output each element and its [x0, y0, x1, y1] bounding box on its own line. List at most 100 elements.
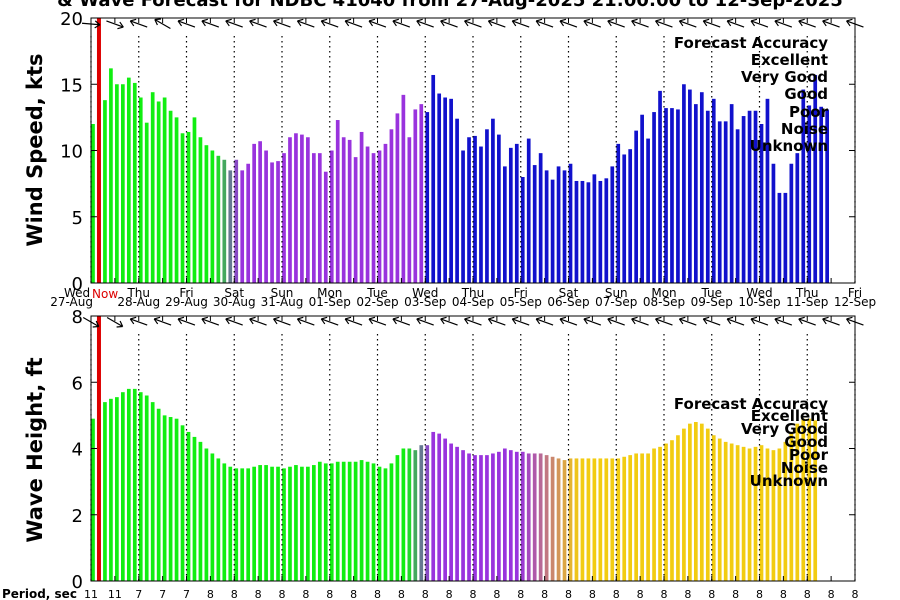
bar	[264, 150, 268, 283]
arrow-shaft	[679, 318, 697, 326]
bar	[270, 466, 274, 581]
y-tick-label: 4	[72, 440, 83, 461]
period-value: 8	[541, 588, 548, 600]
arrow-shaft	[130, 20, 148, 28]
arrow-head	[846, 316, 853, 325]
arrow-head	[368, 316, 376, 325]
arrow-head	[846, 18, 853, 27]
direction-arrow	[702, 18, 721, 28]
bar	[353, 461, 358, 581]
arrow-head	[273, 316, 280, 325]
bar	[771, 450, 776, 581]
period-label: Period, sec	[2, 587, 77, 600]
wind-speed-y-label: Wind Speed, kts	[23, 53, 47, 246]
direction-arrow	[273, 18, 291, 28]
bar	[300, 466, 304, 581]
bar	[502, 166, 507, 283]
bar	[198, 137, 203, 283]
bar	[777, 192, 782, 283]
arrow-shaft	[774, 318, 793, 326]
period-value: 8	[684, 588, 691, 600]
arrow-shaft	[679, 20, 697, 28]
bar	[783, 192, 788, 283]
bar	[807, 105, 812, 283]
date-label: 03-Sep	[404, 295, 446, 309]
arrow-shaft	[130, 318, 148, 326]
bar	[813, 420, 818, 581]
arrow-head	[368, 18, 376, 27]
bar	[389, 129, 394, 283]
bar	[103, 402, 107, 581]
bar	[592, 458, 597, 581]
legend-excellent: Excellent	[751, 407, 828, 425]
day-of-week-label: Sat	[224, 286, 244, 300]
legend-poor: Poor	[789, 103, 829, 121]
arrow-head	[464, 18, 471, 27]
arrow-shaft	[321, 20, 339, 28]
arrow-shaft	[368, 318, 387, 326]
arrow-shaft	[607, 318, 625, 326]
arrow-head	[487, 18, 495, 27]
bar	[109, 398, 113, 581]
direction-arrow	[129, 316, 148, 326]
arrow-head	[631, 316, 638, 325]
legend-poor: Poor	[789, 446, 829, 464]
direction-arrow	[464, 316, 482, 326]
bar	[705, 110, 710, 283]
arrow-shaft	[631, 318, 649, 326]
arrow-head	[774, 316, 781, 325]
bar	[419, 445, 424, 581]
direction-arrow	[655, 18, 673, 28]
bar	[431, 74, 436, 283]
bar	[813, 74, 818, 283]
arrow-head	[129, 316, 137, 325]
arrow-head	[750, 18, 758, 27]
bar	[753, 110, 758, 283]
bar	[288, 137, 292, 283]
period-value: 8	[804, 588, 811, 600]
bar	[264, 465, 268, 581]
arrow-head	[154, 18, 161, 26]
bar	[144, 395, 149, 581]
direction-arrow	[726, 316, 745, 326]
bar	[795, 423, 800, 581]
bar	[186, 431, 191, 581]
bar	[526, 453, 531, 581]
period-value: 8	[828, 588, 835, 600]
period-value: 8	[661, 588, 668, 600]
arrow-head	[153, 316, 161, 325]
bar	[795, 153, 800, 283]
bar	[747, 448, 752, 581]
bar	[204, 145, 209, 283]
period-value: 8	[302, 588, 309, 600]
arrow-head	[344, 18, 352, 27]
bar	[395, 113, 400, 284]
arrow-shaft	[273, 20, 291, 28]
arrow-shaft	[655, 20, 673, 28]
arrow-head	[464, 316, 471, 325]
y-tick-label: 8	[72, 307, 83, 328]
bar	[556, 166, 561, 283]
bar	[598, 458, 603, 581]
y-tick-label: 0	[72, 274, 83, 295]
bar	[508, 147, 513, 283]
arrow-head	[822, 18, 829, 27]
period-value: 8	[589, 588, 596, 600]
day-of-week-label: Thu	[126, 286, 150, 300]
bar	[365, 146, 370, 283]
date-label: 27-Aug	[50, 295, 93, 309]
arrow-head	[249, 316, 256, 325]
arrow-head	[655, 316, 662, 325]
arrow-shaft	[535, 20, 554, 28]
bar	[789, 163, 794, 283]
bar	[455, 118, 459, 283]
date-label: 04-Sep	[452, 295, 494, 309]
direction-arrow	[822, 316, 840, 326]
wave-height-legend: Forecast Accuracy Excellent Very Good Go…	[674, 395, 829, 490]
bar	[759, 445, 764, 581]
arrow-head	[678, 18, 686, 27]
period-value: 8	[732, 588, 739, 600]
arrow-head	[798, 18, 805, 27]
arrow-shaft	[559, 318, 578, 326]
direction-arrow	[177, 18, 196, 28]
